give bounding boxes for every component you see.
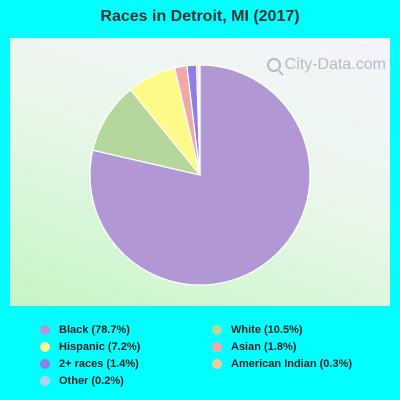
chart-title: Races in Detroit, MI (2017) [100,8,300,25]
legend-label: White (10.5%) [231,323,303,336]
legend-item: Hispanic (7.2%) [40,339,212,354]
legend-item: Other (0.2%) [40,373,212,388]
legend: Black (78.7%) White (10.5%) Hispanic (7.2%… [40,322,380,388]
legend-item: 2+ races (1.4%) [40,356,212,371]
legend-label: Asian (1.8%) [231,340,297,353]
legend-swatch [40,341,50,352]
legend-swatch [212,341,222,352]
legend-swatch [212,324,222,335]
watermark-text: City-Data.com [284,56,386,73]
legend-item: Asian (1.8%) [212,339,380,354]
pie-slice-1 [92,88,202,176]
watermark: City-Data.com [266,56,386,74]
legend-label: 2+ races (1.4%) [59,357,139,370]
legend-swatch [40,324,50,335]
legend-label: Black (78.7%) [59,323,130,336]
legend-label: Hispanic (7.2%) [59,340,141,353]
legend-swatch [40,358,50,369]
magnifier-icon [266,58,281,72]
legend-item: Black (78.7%) [40,322,212,337]
legend-label: Other (0.2%) [59,374,124,387]
legend-label: American Indian (0.3%) [231,357,353,370]
legend-swatch [212,358,222,369]
legend-item: American Indian (0.3%) [212,356,380,371]
legend-swatch [40,375,50,386]
legend-item: White (10.5%) [212,322,380,337]
pie-slices [89,64,311,286]
pie-slice-6 [198,64,201,176]
